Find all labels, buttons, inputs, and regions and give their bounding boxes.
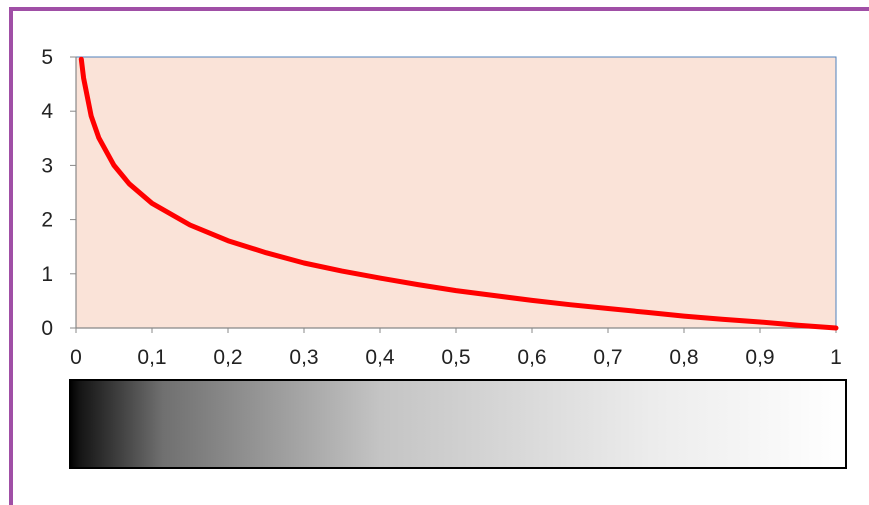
x-tick-label: 0,6 bbox=[517, 346, 546, 369]
x-tick-label: 0,4 bbox=[365, 346, 395, 369]
x-tick-label: 0,1 bbox=[137, 346, 166, 369]
series-curve bbox=[78, 56, 839, 331]
y-tick-label: 3 bbox=[41, 154, 53, 177]
frame-left-border bbox=[9, 7, 13, 505]
y-tick-label: 2 bbox=[41, 209, 53, 232]
y-tick-label: 1 bbox=[41, 263, 53, 286]
y-tick-label: 0 bbox=[41, 317, 53, 340]
grayscale-colorbar bbox=[69, 379, 847, 469]
x-tick-label: 1 bbox=[830, 346, 842, 369]
y-tick-label: 4 bbox=[41, 100, 53, 123]
x-tick-label: 0,3 bbox=[289, 346, 318, 369]
x-tick-labels: 0 0,1 0,2 0,3 0,4 0,5 0,6 0,7 0,8 0,9 1 bbox=[70, 346, 842, 369]
y-tick-labels: 0 1 2 3 4 5 bbox=[41, 46, 53, 340]
x-tick-label: 0,8 bbox=[669, 346, 698, 369]
frame-top-border bbox=[9, 7, 869, 11]
x-tick-label: 0,9 bbox=[745, 346, 774, 369]
y-tick-marks bbox=[70, 56, 76, 329]
plot-area bbox=[75, 56, 837, 329]
x-tick-label: 0 bbox=[70, 346, 82, 369]
x-tick-label: 0,7 bbox=[593, 346, 622, 369]
y-tick-label: 5 bbox=[41, 46, 53, 69]
x-tick-label: 0,5 bbox=[441, 346, 470, 369]
x-tick-label: 0,2 bbox=[213, 346, 242, 369]
x-tick-marks bbox=[75, 328, 837, 333]
